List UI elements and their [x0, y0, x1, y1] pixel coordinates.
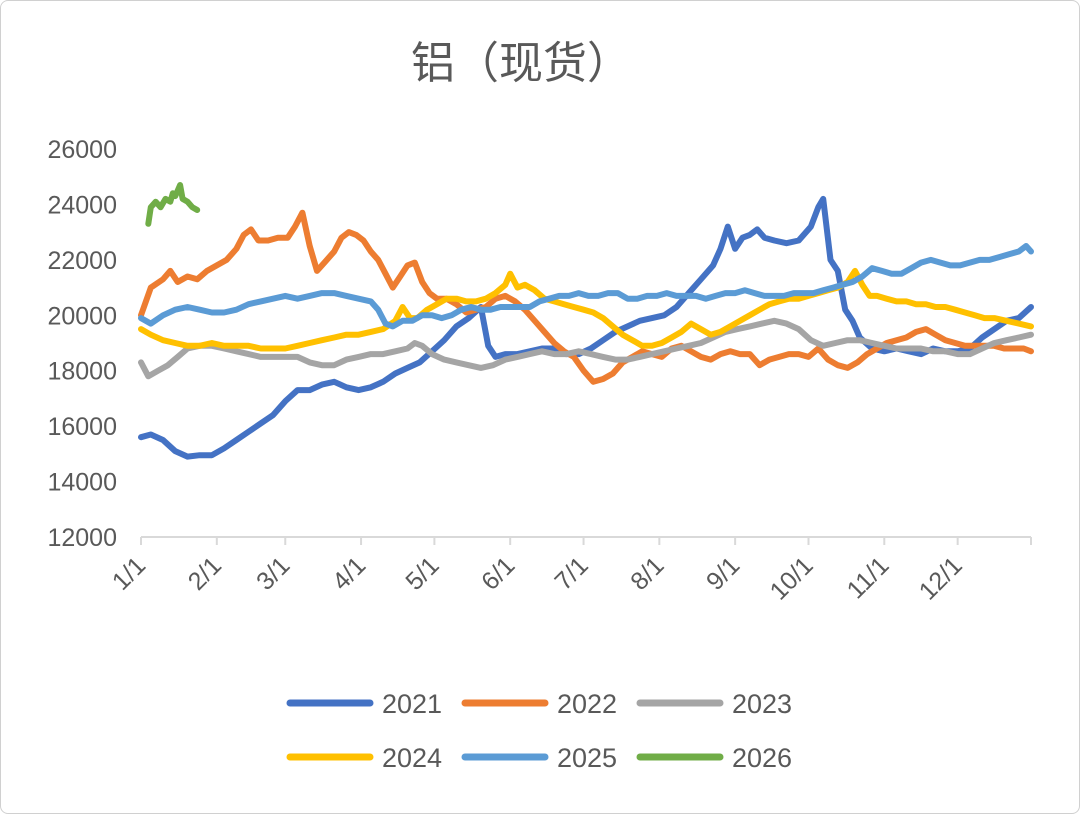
series-line-2026: [145, 182, 201, 227]
y-tick-label: 18000: [47, 358, 117, 386]
x-tick-label: 6/1: [476, 551, 520, 595]
x-tick-label: 2/1: [183, 551, 227, 595]
y-tick-label: 26000: [47, 136, 117, 164]
x-tick-label: 11/1: [842, 551, 895, 604]
legend-label-2023: 2023: [732, 689, 792, 719]
y-tick-label: 14000: [47, 469, 117, 497]
x-tick-label: 3/1: [251, 551, 295, 595]
legend-label-2024: 2024: [382, 743, 442, 773]
chart-title: 铝（现货）: [411, 38, 631, 89]
x-tick-label: 1/1: [107, 551, 151, 595]
legend-label-2025: 2025: [557, 743, 617, 773]
x-tick-label: 4/1: [327, 551, 371, 595]
legend: 2021 2022 2023 2024 2025 2026: [286, 689, 792, 773]
x-tick-label: 9/1: [701, 551, 745, 595]
x-tick-label: 10/1: [765, 551, 819, 605]
x-tick-label: 12/1: [914, 551, 968, 605]
series-line-2025: [138, 243, 1034, 330]
y-tick-label: 20000: [47, 302, 117, 330]
y-tick-label: 24000: [47, 191, 117, 219]
legend-label-2021: 2021: [382, 689, 442, 719]
y-tick-label: 16000: [47, 413, 117, 441]
series-line-2024: [138, 267, 1034, 352]
series-line-2022: [138, 209, 1034, 385]
y-tick-label: 22000: [47, 247, 117, 275]
legend-label-2026: 2026: [732, 743, 792, 773]
x-tick-label: 8/1: [625, 551, 669, 595]
x-tick-label: 5/1: [400, 551, 444, 595]
series-line-2023: [138, 317, 1034, 380]
series-layer: [138, 182, 1034, 460]
y-tick-label: 12000: [47, 524, 117, 552]
x-tick-label: 7/1: [549, 551, 593, 595]
legend-label-2022: 2022: [557, 689, 617, 719]
